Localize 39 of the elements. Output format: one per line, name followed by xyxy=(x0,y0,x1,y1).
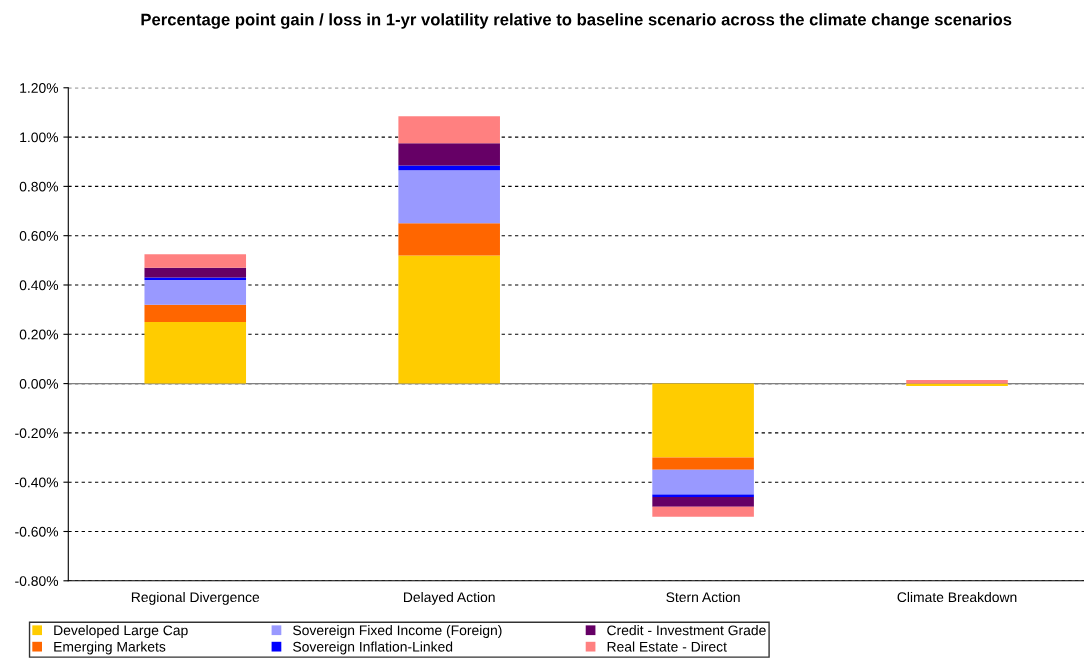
x-tick-label: Climate Breakdown xyxy=(897,591,1017,603)
bar xyxy=(398,165,500,171)
y-tick-label: -0.60% xyxy=(15,526,59,537)
bar xyxy=(398,223,500,256)
legend-label: Real Estate - Direct xyxy=(607,641,727,652)
y-tick-label: 0.40% xyxy=(19,280,59,291)
bar xyxy=(144,267,247,278)
y-tick-label: 0.60% xyxy=(19,231,59,241)
legend-label: Emerging Markets xyxy=(54,641,166,655)
legend-label: Credit - Investment Grade xyxy=(607,625,766,636)
y-tick-label: 1.00% xyxy=(20,132,59,143)
bar xyxy=(398,170,500,224)
y-tick-label: 0.00% xyxy=(19,378,59,389)
y-tick-label: -0.40% xyxy=(15,477,59,488)
bar xyxy=(398,143,500,166)
y-tick-label: 0.20% xyxy=(19,329,59,340)
bar xyxy=(652,496,754,507)
x-tick-label: Stern Action xyxy=(666,591,740,603)
bar xyxy=(144,280,247,305)
chart-title: Percentage point gain / loss in 1-yr volatility relative to baseline scenario across the climate change scenarios xyxy=(141,13,1012,29)
x-tick-label: Delayed Action xyxy=(404,591,495,605)
y-tick-label: -0.80% xyxy=(15,576,59,586)
legend-label: Sovereign Fixed Income (Foreign) xyxy=(293,625,502,638)
bar xyxy=(652,506,754,517)
bar xyxy=(652,383,754,458)
x-tick-label: Regional Divergence xyxy=(131,591,260,605)
bar xyxy=(906,379,1008,384)
legend-label: Developed Large Cap xyxy=(54,625,188,638)
bar xyxy=(398,255,500,384)
y-tick-label: -0.20% xyxy=(15,428,59,439)
bar xyxy=(652,457,754,470)
bar xyxy=(398,116,500,144)
y-tick-label: 1.20% xyxy=(20,83,59,93)
bar xyxy=(652,469,754,495)
bar xyxy=(144,254,247,268)
bar xyxy=(144,321,247,384)
bar xyxy=(144,304,247,322)
y-tick-label: 0.80% xyxy=(19,181,59,192)
legend-label: Sovereign Inflation-Linked xyxy=(293,641,453,655)
